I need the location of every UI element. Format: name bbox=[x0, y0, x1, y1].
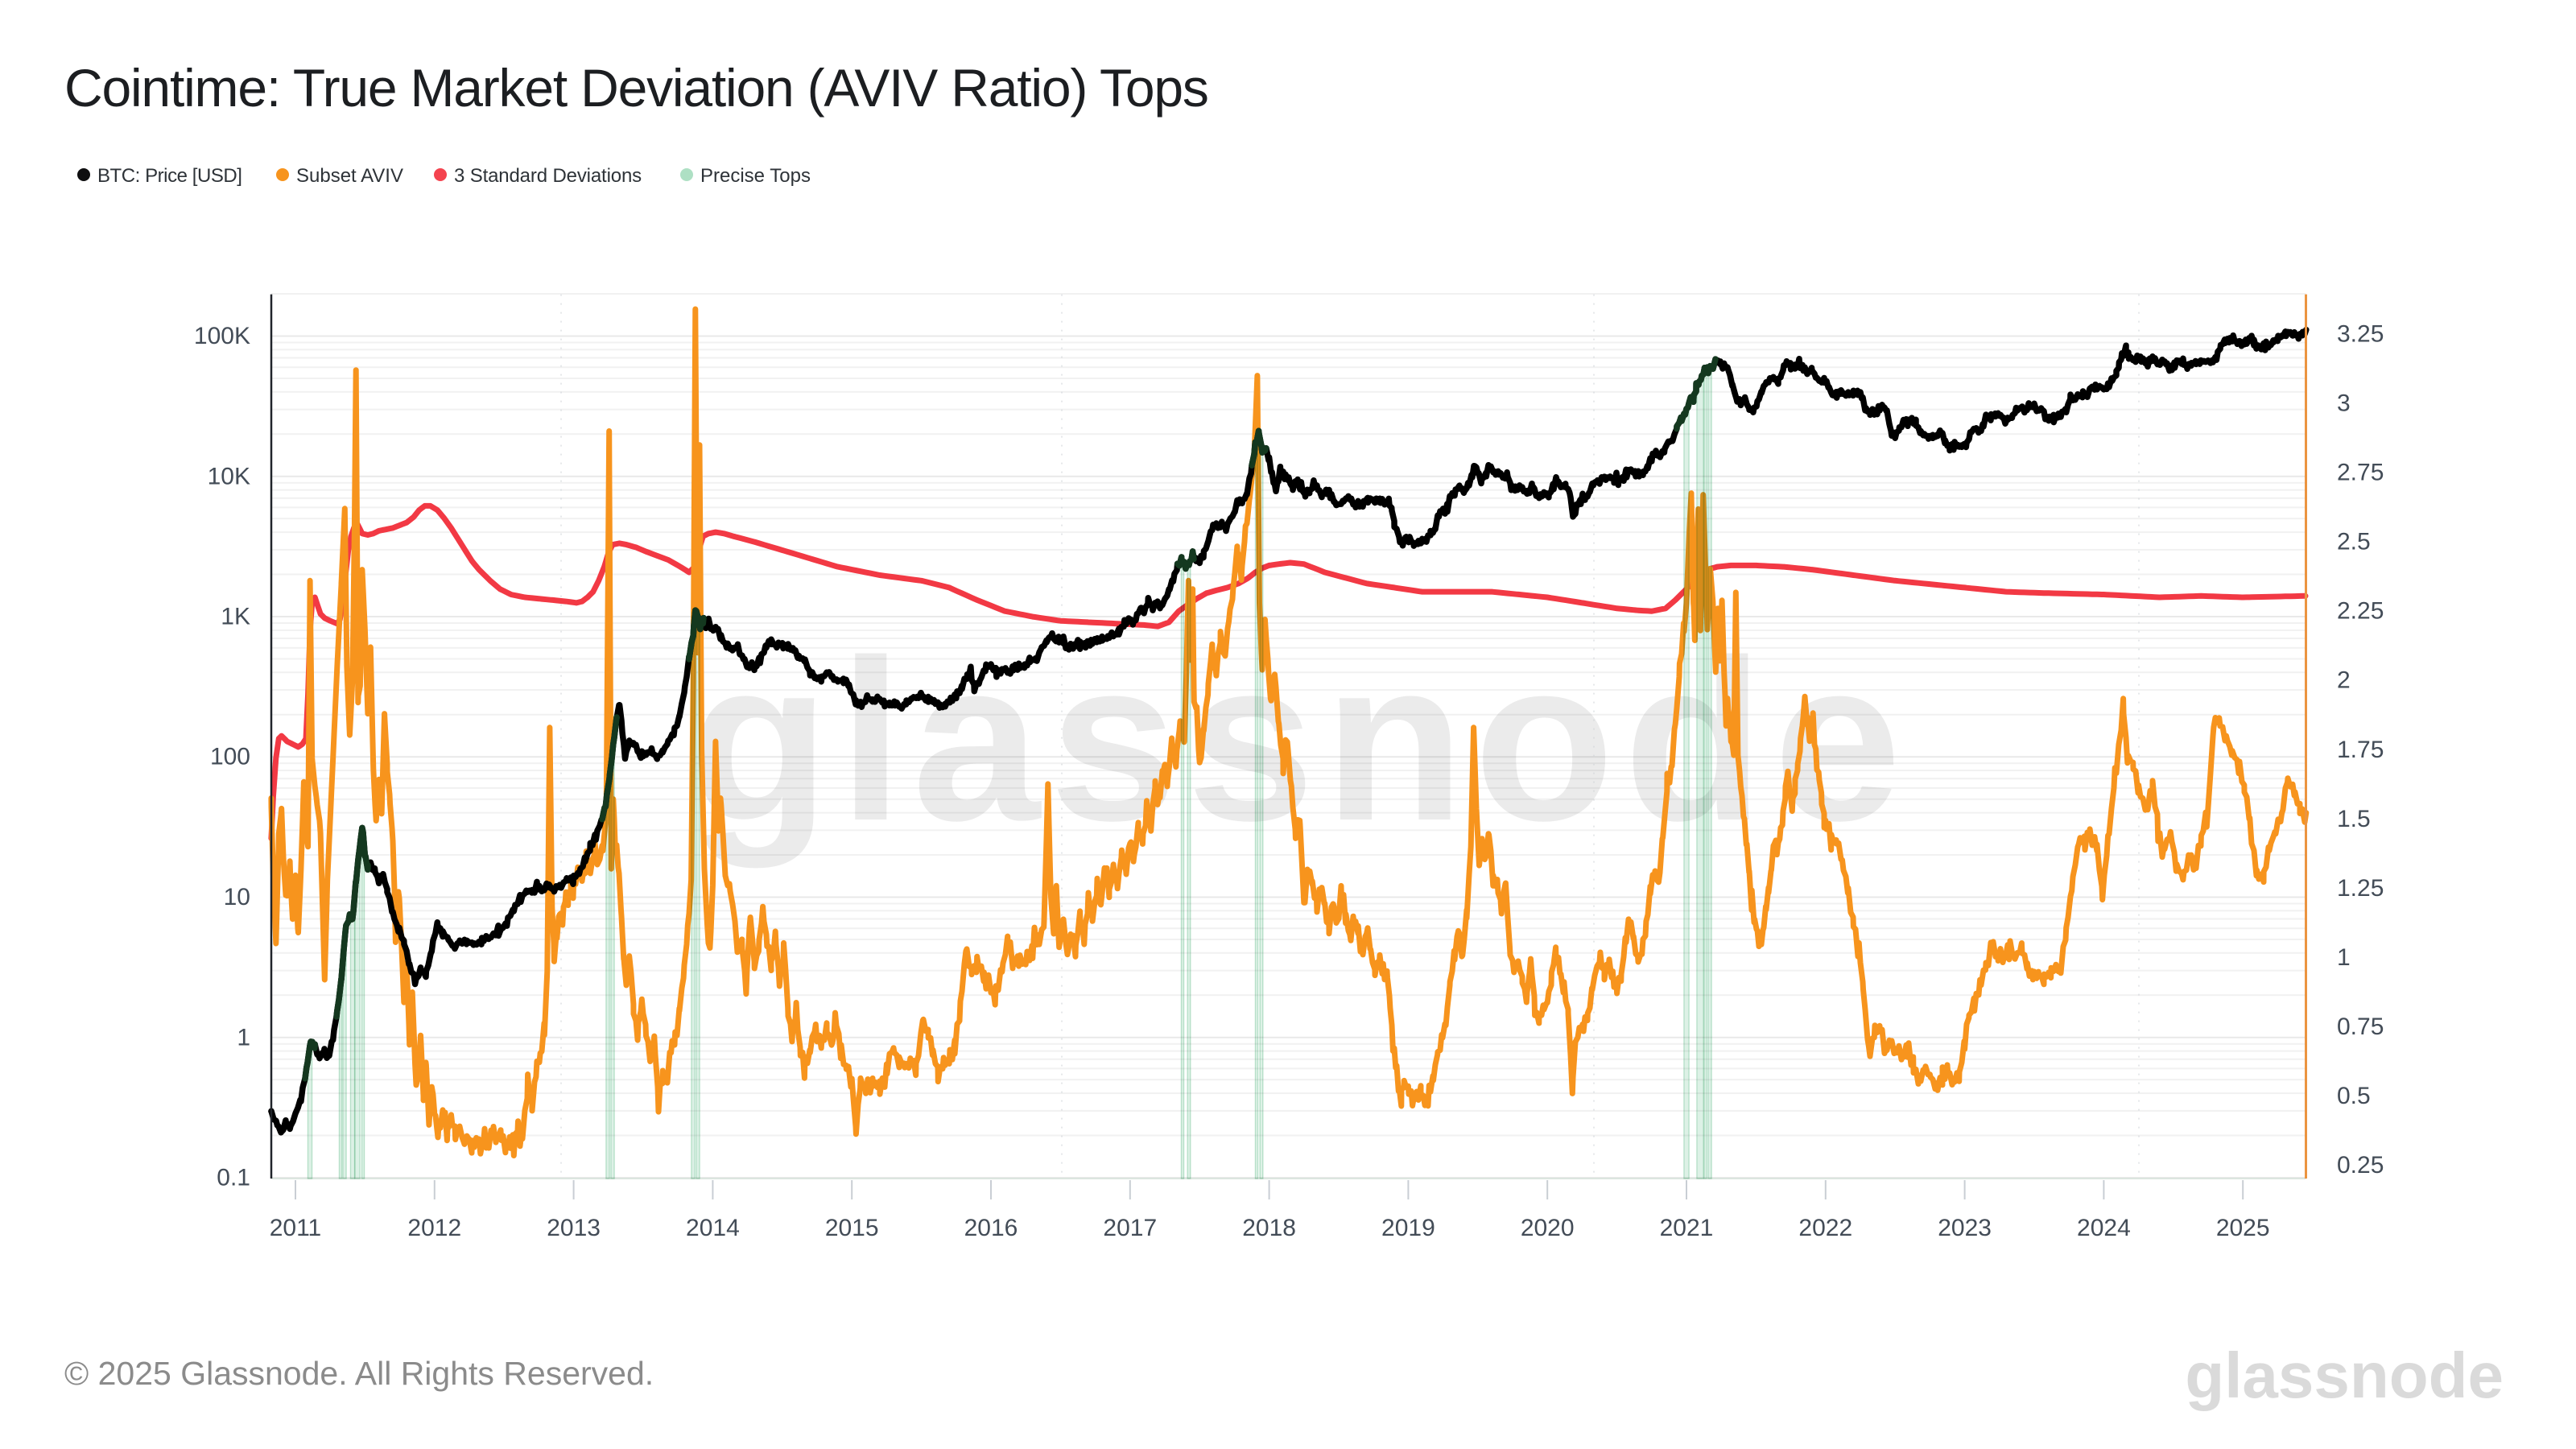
svg-text:2.25: 2.25 bbox=[2337, 598, 2384, 625]
svg-text:Cointime: True Market Deviatio: Cointime: True Market Deviation (AVIV Ra… bbox=[64, 58, 1208, 118]
svg-text:2018: 2018 bbox=[1242, 1215, 1296, 1241]
svg-text:2015: 2015 bbox=[825, 1215, 879, 1241]
svg-text:2023: 2023 bbox=[1938, 1215, 1992, 1241]
svg-text:2020: 2020 bbox=[1521, 1215, 1575, 1241]
svg-text:1.75: 1.75 bbox=[2337, 737, 2384, 763]
svg-text:1: 1 bbox=[237, 1024, 250, 1051]
svg-text:3 Standard Deviations: 3 Standard Deviations bbox=[454, 165, 642, 187]
svg-text:Precise Tops: Precise Tops bbox=[700, 165, 811, 187]
svg-text:2021: 2021 bbox=[1660, 1215, 1714, 1241]
svg-text:3: 3 bbox=[2337, 390, 2351, 417]
svg-text:2.75: 2.75 bbox=[2337, 460, 2384, 486]
svg-text:© 2025 Glassnode. All Rights R: © 2025 Glassnode. All Rights Reserved. bbox=[64, 1355, 654, 1392]
svg-text:2025: 2025 bbox=[2216, 1215, 2270, 1241]
svg-text:0.1: 0.1 bbox=[217, 1165, 250, 1191]
svg-text:2022: 2022 bbox=[1798, 1215, 1852, 1241]
svg-text:Subset AVIV: Subset AVIV bbox=[296, 165, 403, 187]
svg-text:BTC: Price [USD]: BTC: Price [USD] bbox=[97, 165, 242, 187]
svg-text:glassnode: glassnode bbox=[2185, 1340, 2504, 1411]
svg-text:2019: 2019 bbox=[1381, 1215, 1435, 1241]
svg-text:100: 100 bbox=[210, 744, 250, 770]
svg-text:2013: 2013 bbox=[547, 1215, 601, 1241]
svg-text:1.25: 1.25 bbox=[2337, 875, 2384, 902]
svg-text:1K: 1K bbox=[221, 604, 250, 630]
svg-text:0.75: 0.75 bbox=[2337, 1013, 2384, 1040]
svg-text:1.5: 1.5 bbox=[2337, 806, 2371, 832]
svg-text:3.25: 3.25 bbox=[2337, 321, 2384, 348]
svg-text:2: 2 bbox=[2337, 667, 2351, 694]
svg-text:2017: 2017 bbox=[1103, 1215, 1157, 1241]
svg-text:2024: 2024 bbox=[2077, 1215, 2131, 1241]
svg-text:1: 1 bbox=[2337, 944, 2351, 971]
svg-text:10K: 10K bbox=[208, 463, 250, 489]
svg-text:100K: 100K bbox=[194, 323, 250, 349]
svg-text:0.25: 0.25 bbox=[2337, 1152, 2384, 1179]
svg-text:2011: 2011 bbox=[270, 1215, 322, 1241]
svg-text:2014: 2014 bbox=[686, 1215, 740, 1241]
svg-text:10: 10 bbox=[224, 884, 250, 910]
svg-text:0.5: 0.5 bbox=[2337, 1083, 2371, 1109]
svg-text:2.5: 2.5 bbox=[2337, 529, 2371, 555]
svg-text:2012: 2012 bbox=[407, 1215, 461, 1241]
svg-text:2016: 2016 bbox=[964, 1215, 1018, 1241]
